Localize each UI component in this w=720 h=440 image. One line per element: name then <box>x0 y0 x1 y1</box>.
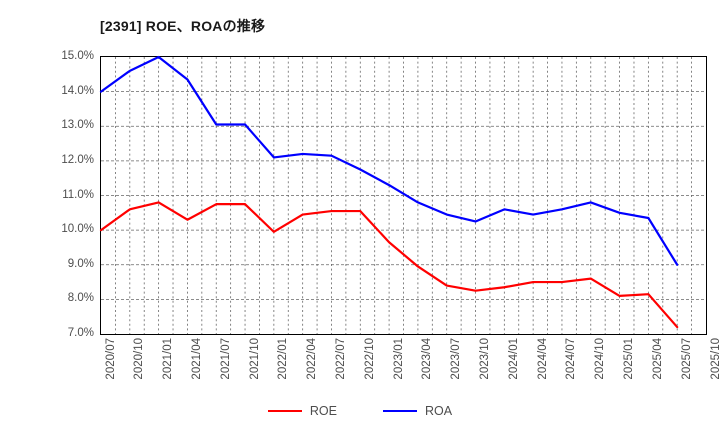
x-axis-tick-label: 2021/01 <box>162 338 175 380</box>
y-axis-tick-label: 11.0% <box>62 188 94 201</box>
x-axis-tick-label: 2025/07 <box>680 338 693 380</box>
page-title: [2391] ROE、ROAの推移 <box>100 18 266 34</box>
y-axis-tick-label: 10.0% <box>61 223 94 236</box>
x-axis-tick-label: 2022/10 <box>363 338 376 380</box>
y-axis-tick-label: 14.0% <box>61 84 94 97</box>
x-axis-tick-labels: 2020/07 2020/10 2021/01 2021/04 2021/07 2021/… <box>100 338 720 398</box>
x-axis-tick-label: 2020/07 <box>104 338 117 380</box>
data-series-layer <box>99 55 679 329</box>
legend-swatch-roe-icon <box>267 410 302 412</box>
x-axis-tick-label: 2025/04 <box>651 338 664 380</box>
x-axis-tick-label: 2023/07 <box>450 338 463 380</box>
x-axis-tick-label: 2023/10 <box>479 338 492 380</box>
gridlines <box>101 57 706 334</box>
legend-swatch-roa-icon <box>383 410 417 412</box>
y-axis-tick-label: 15.0% <box>61 50 94 62</box>
legend-label: ROE <box>309 404 337 418</box>
x-axis-tick-label: 2021/07 <box>219 338 232 380</box>
x-axis-tick-label: 2022/07 <box>334 338 347 380</box>
x-axis-tick-label: 2021/04 <box>190 338 203 380</box>
y-axis-tick-label: 7.0% <box>67 327 94 339</box>
x-axis-tick-label: 2024/10 <box>594 338 607 380</box>
y-axis-tick-label: 13.0% <box>61 119 94 132</box>
x-axis-tick-label: 2020/10 <box>133 338 146 380</box>
legend-label: ROA <box>425 404 453 418</box>
x-axis-tick-label: 2023/01 <box>392 338 405 380</box>
x-axis-tick-label: 2024/07 <box>565 338 578 380</box>
legend-item-roe[interactable]: ROE <box>267 404 337 418</box>
x-axis-tick-label: 2023/04 <box>421 338 434 380</box>
x-axis-tick-label: 2025/01 <box>623 338 636 380</box>
y-axis-tick-labels: 15.0% 14.0% 13.0% 12.0% 11.0% 10.0% 9.0% 8.0% 7.… <box>0 50 94 339</box>
x-axis-tick-label: 2024/04 <box>536 338 549 380</box>
chart-legend: ROE ROA <box>0 404 720 418</box>
y-axis-tick-label: 12.0% <box>61 153 94 166</box>
plot-area <box>99 55 707 335</box>
x-axis-tick-label: 2025/10 <box>709 338 720 380</box>
series-line-roa <box>99 55 679 266</box>
y-axis-tick-label: 8.0% <box>67 292 94 305</box>
x-axis-tick-label: 2021/10 <box>248 338 261 380</box>
x-axis-tick-label: 2022/01 <box>277 338 290 380</box>
y-axis-tick-label: 9.0% <box>67 257 94 270</box>
series-line-roe <box>99 201 679 329</box>
legend-item-roa[interactable]: ROA <box>383 404 452 418</box>
x-axis-tick-label: 2022/04 <box>306 338 319 380</box>
x-axis-tick-label: 2024/01 <box>507 338 520 380</box>
